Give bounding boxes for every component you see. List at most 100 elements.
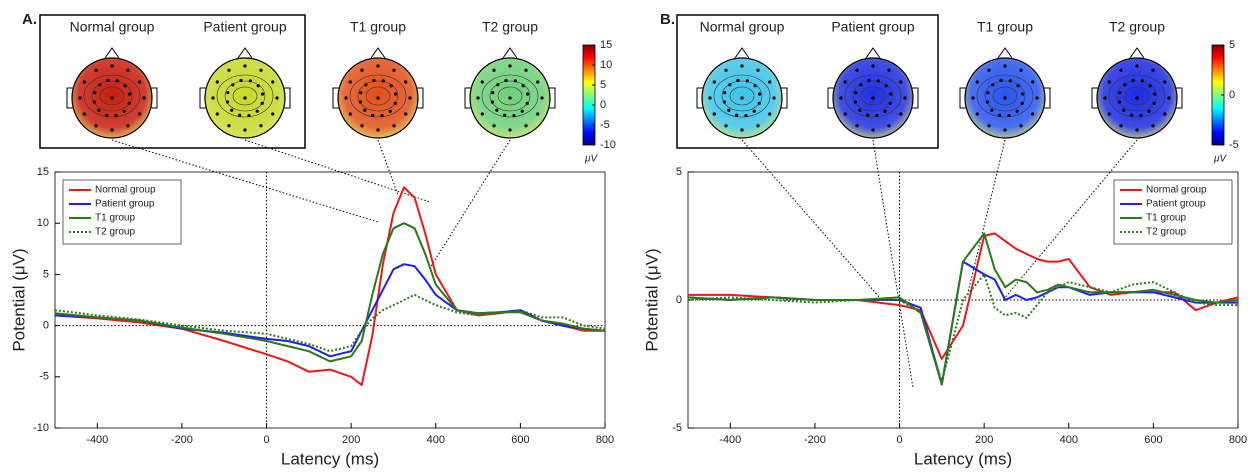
y-tick-label: 0	[676, 294, 682, 306]
electrode	[1019, 68, 1023, 72]
contour	[91, 80, 133, 112]
electrode	[105, 113, 109, 117]
electrode	[255, 109, 259, 113]
legend-label: T1 group	[95, 213, 135, 224]
legend-label: Normal group	[95, 185, 156, 196]
electrode	[126, 124, 130, 128]
electrode	[495, 108, 499, 112]
electrode	[887, 124, 891, 128]
electrode	[376, 96, 380, 100]
electrode	[98, 83, 102, 87]
contour	[976, 74, 1034, 118]
electrode	[525, 92, 530, 96]
electrode	[736, 78, 740, 83]
electrode	[876, 79, 880, 83]
electrode	[363, 108, 367, 112]
electrode	[854, 91, 858, 95]
electrode	[871, 64, 875, 68]
electrode	[1152, 101, 1156, 105]
electrode	[225, 100, 230, 104]
electrode	[1163, 112, 1167, 116]
electrode	[408, 96, 412, 100]
map-link	[377, 139, 399, 196]
x-axis-label: Latency (ms)	[914, 449, 1012, 468]
electrode	[859, 83, 863, 87]
panel-label: A.	[22, 11, 37, 28]
electrode	[503, 113, 507, 117]
electrode	[92, 100, 97, 104]
electrode	[508, 128, 512, 132]
electrode	[376, 128, 380, 132]
electrode	[1135, 64, 1139, 68]
electrode	[227, 68, 231, 72]
contour	[860, 86, 886, 106]
electrode	[115, 79, 119, 83]
x-tick-label: 200	[975, 434, 993, 446]
electrode	[745, 79, 749, 83]
electrode	[1119, 124, 1123, 128]
legend-label: T1 group	[1146, 213, 1186, 224]
topomap-nose	[502, 47, 518, 59]
electrode	[480, 80, 484, 84]
contour	[224, 80, 266, 112]
electrode	[260, 101, 264, 105]
electrode	[536, 80, 540, 84]
y-tick-label: 10	[37, 217, 49, 229]
contour	[497, 86, 523, 106]
electrode	[247, 113, 251, 118]
electrode	[843, 80, 847, 84]
contour	[481, 74, 539, 118]
electrode	[364, 83, 368, 87]
electrode	[110, 128, 114, 132]
contour	[721, 80, 763, 112]
contour	[713, 74, 771, 118]
topomap-label: Patient group	[831, 19, 914, 35]
series-line	[687, 273, 1238, 383]
electrode	[867, 78, 871, 83]
electrode	[855, 68, 859, 72]
electrode	[1152, 92, 1157, 96]
electrode	[753, 84, 757, 88]
electrode	[1019, 124, 1023, 128]
electrode	[359, 91, 363, 95]
electrode	[94, 124, 98, 128]
electrode	[1107, 80, 1111, 84]
y-tick-label: 0	[43, 320, 49, 332]
electrode	[1031, 112, 1035, 116]
topomap-nose	[237, 47, 253, 59]
electrode	[712, 80, 716, 84]
map-link	[967, 139, 1006, 293]
electrode	[839, 96, 843, 100]
electrode	[728, 83, 732, 87]
topomap-box	[39, 14, 306, 149]
electrode	[389, 84, 393, 88]
electrode	[376, 64, 380, 68]
electrode	[476, 96, 480, 100]
electrode	[521, 84, 525, 88]
electrode	[496, 83, 500, 87]
electrode	[227, 124, 231, 128]
electrode	[1151, 68, 1155, 72]
contour	[216, 74, 274, 118]
electrode	[998, 113, 1002, 117]
electrode	[271, 80, 275, 84]
electrode	[866, 113, 870, 117]
electrode	[127, 101, 131, 105]
electrode	[138, 112, 142, 116]
electrode	[524, 68, 528, 72]
electrode	[106, 78, 110, 83]
electrode	[991, 83, 995, 87]
contour	[99, 86, 125, 106]
electrode	[1008, 79, 1012, 83]
electrode	[110, 64, 114, 68]
electrode	[722, 100, 727, 104]
electrode	[768, 80, 772, 84]
electrode	[1119, 68, 1123, 72]
electrode	[772, 96, 776, 100]
electrode	[358, 100, 363, 104]
electrode	[899, 112, 903, 116]
x-tick-label: -200	[171, 434, 193, 446]
electrode	[512, 113, 516, 118]
electrode	[744, 113, 748, 118]
